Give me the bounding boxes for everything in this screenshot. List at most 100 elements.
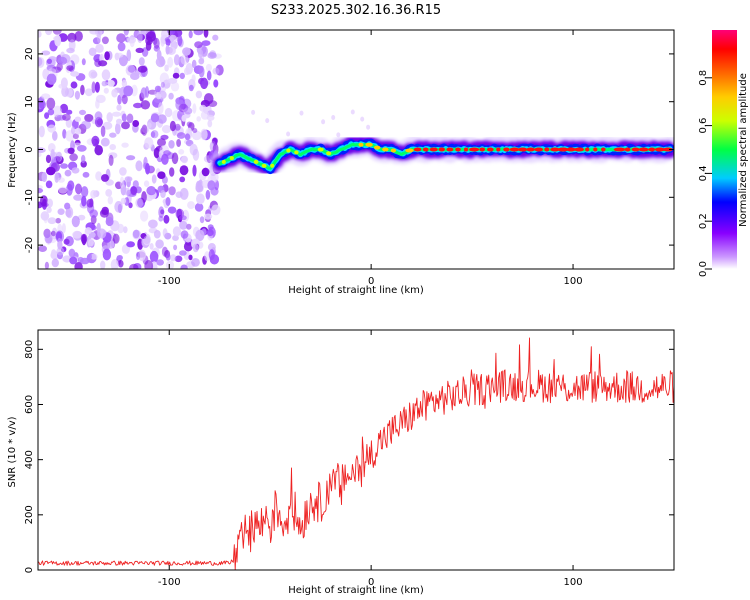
noise-blob (174, 123, 181, 131)
noise-blob (149, 250, 159, 263)
noise-blob (123, 85, 134, 97)
y-tick-label: 0 (24, 567, 35, 573)
signal-core (534, 147, 544, 152)
noise-blob (184, 133, 191, 141)
noise-blob (180, 264, 188, 269)
noise-blob (57, 177, 65, 183)
noise-blob (88, 231, 96, 238)
signal-core (455, 147, 461, 152)
noise-blob (72, 133, 79, 140)
noise-blob (128, 202, 133, 209)
noise-blob (172, 226, 181, 237)
noise-blob (55, 217, 61, 224)
noise-blob (163, 214, 170, 224)
colorbar: 0.0 0.2 0.4 0.6 0.8 Normalized spectral ampl… (698, 30, 749, 277)
noise-blob (116, 255, 123, 261)
noise-blob (71, 167, 80, 174)
signal-core (593, 147, 598, 152)
noise-blob (79, 257, 90, 265)
signal-core (486, 147, 494, 152)
noise-blob (299, 110, 304, 116)
noise-blob (46, 97, 56, 110)
noise-blob (149, 166, 154, 172)
noise-blob (59, 103, 69, 114)
signal-core (382, 147, 389, 152)
noise-blob (56, 247, 65, 256)
signal-core (365, 142, 373, 147)
noise-blob (172, 235, 179, 241)
noise-blob (116, 118, 123, 125)
noise-blob (105, 216, 114, 227)
x-tick-label: -100 (158, 577, 181, 588)
noise-blob (38, 30, 42, 38)
noise-blob (123, 187, 131, 196)
noise-blob (81, 154, 86, 164)
noise-blob (204, 251, 211, 262)
signal-core (624, 147, 631, 152)
noise-blob (44, 112, 50, 119)
noise-blob (183, 241, 193, 252)
noise-blob (81, 120, 91, 130)
signal-core (390, 148, 397, 153)
noise-blob (178, 149, 185, 155)
noise-blob (81, 195, 87, 207)
noise-blob (121, 142, 129, 148)
noise-blob (69, 256, 78, 265)
noise-blob (188, 30, 193, 39)
noise-blob (132, 229, 140, 239)
noise-blob (90, 189, 97, 199)
noise-blob (140, 100, 151, 110)
noise-blob (52, 130, 58, 141)
chart-title: S233.2025.302.16.36.R15 (271, 3, 441, 18)
noise-blob (144, 137, 154, 149)
noise-blob (94, 81, 100, 93)
noise-blob (181, 114, 187, 122)
noise-blob (175, 191, 183, 198)
noise-blob (114, 201, 123, 213)
noise-blob (80, 186, 89, 198)
noise-blob (47, 217, 57, 225)
noise-blob (94, 145, 103, 156)
noise-blob (116, 104, 122, 111)
noise-blob (65, 109, 73, 115)
snr-y-axis-label: SNR (10 * v/v) (7, 416, 18, 487)
noise-blob (109, 132, 117, 138)
noise-blob (350, 109, 355, 115)
noise-blob (96, 31, 101, 43)
noise-blob (171, 152, 179, 165)
noise-blob (185, 62, 193, 75)
noise-blob (120, 197, 127, 205)
noise-blob (207, 180, 216, 191)
noise-blob (160, 81, 165, 88)
noise-blob (54, 35, 62, 47)
noise-blob (181, 155, 188, 164)
signal-core (526, 147, 535, 152)
noise-blob (211, 137, 218, 144)
noise-blob (101, 174, 109, 182)
snr-panel: -100 0 100 0 200 400 600 800 Height of straight… (7, 329, 675, 596)
noise-blob (103, 87, 109, 94)
noise-blob (121, 94, 128, 105)
noise-blob (155, 239, 164, 249)
noise-blob (89, 30, 100, 35)
noise-blob (141, 191, 147, 203)
noise-blob (101, 206, 109, 216)
noise-blob (211, 204, 221, 216)
signal-core (648, 147, 656, 152)
noise-blob (163, 150, 172, 156)
noise-blob (84, 227, 92, 235)
noise-blob (143, 180, 150, 187)
noise-blob (50, 148, 55, 160)
y-tick-label: 0 (24, 146, 35, 152)
y-tick-label: 600 (24, 395, 35, 414)
noise-blob (168, 140, 175, 149)
noise-blob (186, 121, 192, 127)
noise-blob (206, 114, 215, 121)
signal-core (463, 147, 469, 152)
noise-blob (140, 210, 149, 222)
noise-blob (157, 171, 166, 179)
noise-blob (176, 139, 182, 147)
noise-blob (195, 183, 204, 193)
spectrogram-x-axis-label: Height of straight line (km) (288, 285, 424, 296)
noise-blob (55, 230, 65, 243)
